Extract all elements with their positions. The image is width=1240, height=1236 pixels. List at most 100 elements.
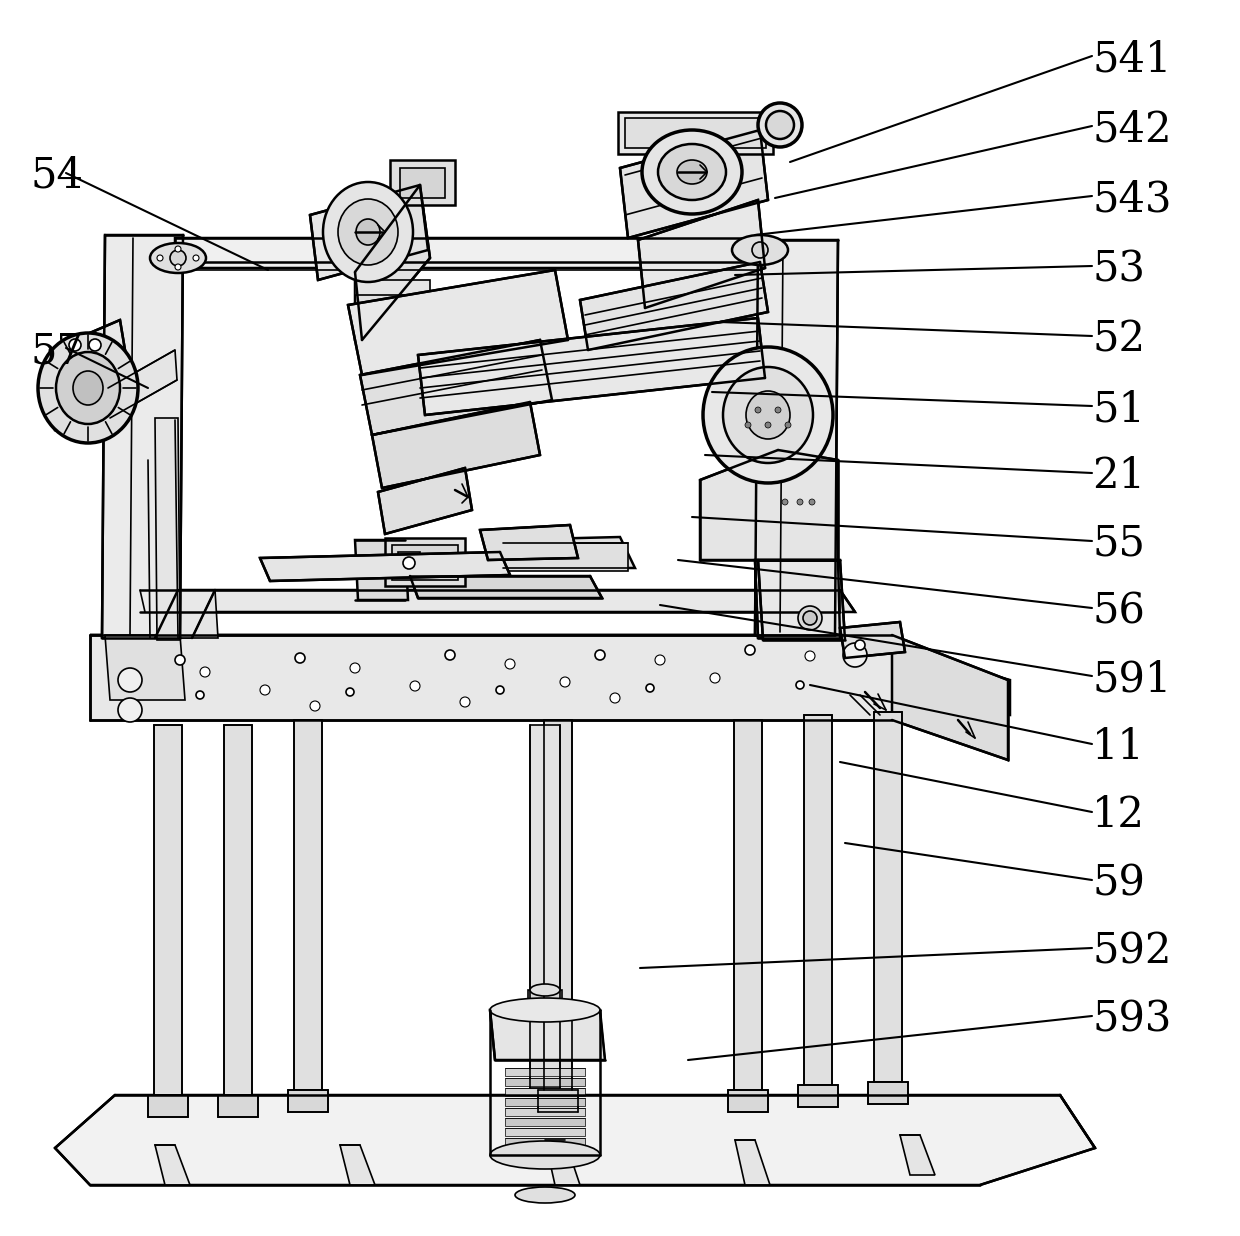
Ellipse shape xyxy=(796,681,804,688)
Polygon shape xyxy=(505,1088,585,1096)
Ellipse shape xyxy=(505,659,515,669)
Ellipse shape xyxy=(560,677,570,687)
Polygon shape xyxy=(620,130,768,239)
Ellipse shape xyxy=(38,332,138,442)
Bar xyxy=(618,112,773,154)
Ellipse shape xyxy=(711,672,720,684)
Ellipse shape xyxy=(766,111,794,138)
Ellipse shape xyxy=(175,265,181,269)
Ellipse shape xyxy=(655,655,665,665)
Polygon shape xyxy=(480,525,578,560)
Polygon shape xyxy=(355,540,408,599)
Ellipse shape xyxy=(295,653,305,662)
Polygon shape xyxy=(505,1148,585,1156)
Polygon shape xyxy=(224,726,252,1095)
Ellipse shape xyxy=(356,219,379,245)
Text: 59: 59 xyxy=(1092,861,1145,904)
Polygon shape xyxy=(355,185,430,340)
Ellipse shape xyxy=(745,645,755,655)
Ellipse shape xyxy=(755,407,761,413)
Text: 55: 55 xyxy=(1092,523,1145,565)
Polygon shape xyxy=(372,402,539,488)
Polygon shape xyxy=(755,560,839,638)
Ellipse shape xyxy=(804,611,817,625)
Ellipse shape xyxy=(797,499,804,506)
Text: 541: 541 xyxy=(1092,38,1172,80)
Ellipse shape xyxy=(73,371,103,405)
Ellipse shape xyxy=(175,655,185,665)
Ellipse shape xyxy=(403,557,415,569)
Ellipse shape xyxy=(732,235,787,265)
Polygon shape xyxy=(728,1090,768,1112)
Text: 592: 592 xyxy=(1092,929,1172,971)
Ellipse shape xyxy=(490,997,600,1022)
Polygon shape xyxy=(505,1078,585,1086)
Polygon shape xyxy=(701,450,838,560)
Polygon shape xyxy=(91,635,892,721)
Ellipse shape xyxy=(785,421,791,428)
Polygon shape xyxy=(538,1090,578,1112)
Ellipse shape xyxy=(196,691,205,700)
Polygon shape xyxy=(639,200,765,308)
Polygon shape xyxy=(340,1145,374,1185)
Polygon shape xyxy=(378,468,472,534)
Polygon shape xyxy=(410,576,601,598)
Polygon shape xyxy=(148,1095,188,1117)
Polygon shape xyxy=(529,726,560,1088)
Polygon shape xyxy=(108,350,177,418)
Polygon shape xyxy=(505,1107,585,1116)
Text: 52: 52 xyxy=(1092,318,1145,360)
Polygon shape xyxy=(155,1145,190,1185)
Ellipse shape xyxy=(723,367,813,464)
Ellipse shape xyxy=(200,667,210,677)
Text: 56: 56 xyxy=(1092,590,1145,632)
Ellipse shape xyxy=(658,145,725,200)
Ellipse shape xyxy=(775,407,781,413)
Text: 542: 542 xyxy=(1092,108,1172,150)
Polygon shape xyxy=(155,418,180,640)
Polygon shape xyxy=(105,635,185,700)
Bar xyxy=(401,168,445,198)
Ellipse shape xyxy=(746,391,790,439)
Polygon shape xyxy=(348,269,568,375)
Ellipse shape xyxy=(445,650,455,660)
Ellipse shape xyxy=(703,347,833,483)
Ellipse shape xyxy=(808,499,815,506)
Ellipse shape xyxy=(610,693,620,703)
Ellipse shape xyxy=(843,643,867,667)
Polygon shape xyxy=(55,1095,1095,1185)
Ellipse shape xyxy=(339,199,398,265)
Ellipse shape xyxy=(89,339,100,351)
Ellipse shape xyxy=(677,159,707,184)
Polygon shape xyxy=(505,1138,585,1146)
Ellipse shape xyxy=(170,250,186,266)
Text: 543: 543 xyxy=(1092,178,1172,220)
Polygon shape xyxy=(755,240,838,635)
Bar xyxy=(391,159,455,205)
Text: 53: 53 xyxy=(1092,248,1145,290)
Ellipse shape xyxy=(595,650,605,660)
Polygon shape xyxy=(102,235,184,638)
Polygon shape xyxy=(799,1085,838,1107)
Text: 11: 11 xyxy=(1092,726,1145,768)
Ellipse shape xyxy=(193,255,198,261)
Ellipse shape xyxy=(460,697,470,707)
Ellipse shape xyxy=(496,686,503,693)
Polygon shape xyxy=(140,590,856,612)
Ellipse shape xyxy=(765,421,771,428)
Polygon shape xyxy=(735,1140,770,1185)
Polygon shape xyxy=(505,1098,585,1106)
Polygon shape xyxy=(50,320,125,430)
Polygon shape xyxy=(544,721,572,1090)
Ellipse shape xyxy=(410,681,420,691)
Polygon shape xyxy=(288,1090,329,1112)
Ellipse shape xyxy=(758,103,802,147)
Ellipse shape xyxy=(118,667,143,692)
Ellipse shape xyxy=(745,421,751,428)
Polygon shape xyxy=(294,721,322,1090)
Polygon shape xyxy=(310,185,428,281)
Ellipse shape xyxy=(322,182,413,282)
Ellipse shape xyxy=(782,499,787,506)
Text: 51: 51 xyxy=(1092,388,1145,430)
Bar xyxy=(625,117,766,148)
